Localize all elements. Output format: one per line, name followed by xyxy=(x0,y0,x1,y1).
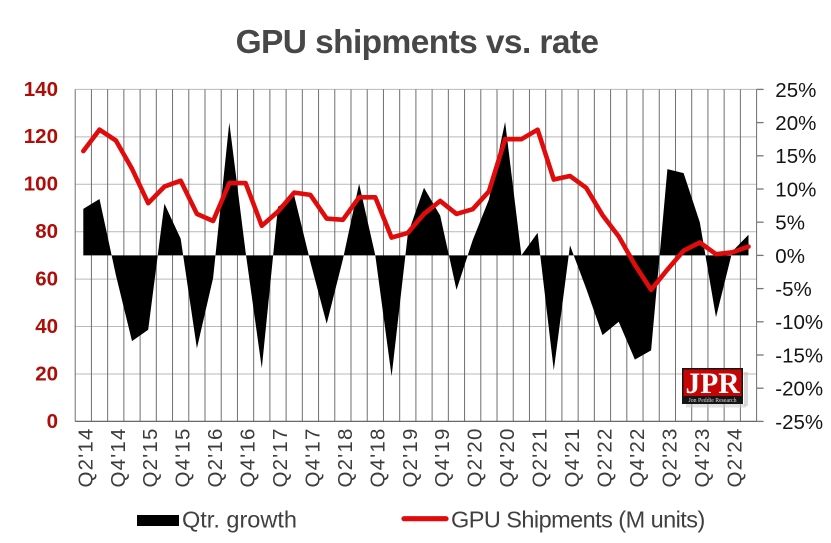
svg-text:Q4'16: Q4'16 xyxy=(237,427,260,487)
svg-text:5%: 5% xyxy=(775,212,805,235)
svg-text:Q2'22: Q2'22 xyxy=(594,427,617,487)
svg-text:20%: 20% xyxy=(775,112,816,135)
svg-text:GPU shipments vs. rate: GPU shipments vs. rate xyxy=(236,24,599,61)
svg-text:0: 0 xyxy=(47,410,58,433)
svg-text:Q2'21: Q2'21 xyxy=(529,427,552,487)
svg-text:40: 40 xyxy=(35,315,58,338)
svg-text:0%: 0% xyxy=(775,245,805,268)
svg-text:Q2'14: Q2'14 xyxy=(74,427,97,487)
svg-text:Q2'23: Q2'23 xyxy=(658,427,681,487)
svg-text:-10%: -10% xyxy=(775,311,823,334)
svg-text:Q2'24: Q2'24 xyxy=(723,427,746,487)
svg-text:-5%: -5% xyxy=(775,278,811,301)
svg-text:Q4'22: Q4'22 xyxy=(626,427,649,487)
svg-text:GPU Shipments (M units): GPU Shipments (M units) xyxy=(451,507,705,533)
svg-text:Qtr. growth: Qtr. growth xyxy=(182,507,297,533)
svg-text:Q4'20: Q4'20 xyxy=(496,427,519,487)
svg-text:80: 80 xyxy=(35,220,58,243)
svg-text:25%: 25% xyxy=(775,79,816,102)
svg-text:Q4'21: Q4'21 xyxy=(561,427,584,487)
svg-text:Q2'20: Q2'20 xyxy=(464,427,487,487)
svg-text:Q4'19: Q4'19 xyxy=(431,427,454,487)
svg-text:Q4'17: Q4'17 xyxy=(301,427,324,487)
svg-text:Q2'19: Q2'19 xyxy=(399,427,422,487)
svg-text:Q2'15: Q2'15 xyxy=(139,427,162,487)
svg-text:-20%: -20% xyxy=(775,378,823,401)
svg-text:Q2'18: Q2'18 xyxy=(334,427,357,487)
svg-text:15%: 15% xyxy=(775,145,816,168)
svg-text:120: 120 xyxy=(24,125,58,148)
svg-text:140: 140 xyxy=(24,78,58,101)
svg-text:Q4'18: Q4'18 xyxy=(366,427,389,487)
svg-text:Q2'16: Q2'16 xyxy=(204,427,227,487)
svg-text:Q2'17: Q2'17 xyxy=(269,427,292,487)
svg-text:-15%: -15% xyxy=(775,344,823,367)
svg-text:10%: 10% xyxy=(775,178,816,201)
svg-text:Q4'15: Q4'15 xyxy=(172,427,195,487)
svg-text:Q4'23: Q4'23 xyxy=(691,427,714,487)
svg-text:-25%: -25% xyxy=(775,411,823,434)
svg-text:20: 20 xyxy=(35,362,58,385)
svg-text:Q4'14: Q4'14 xyxy=(107,427,130,487)
svg-text:Jon Peddie Research: Jon Peddie Research xyxy=(689,398,737,404)
svg-text:100: 100 xyxy=(24,173,58,196)
svg-text:JPR: JPR xyxy=(685,368,740,400)
svg-text:60: 60 xyxy=(35,268,58,291)
